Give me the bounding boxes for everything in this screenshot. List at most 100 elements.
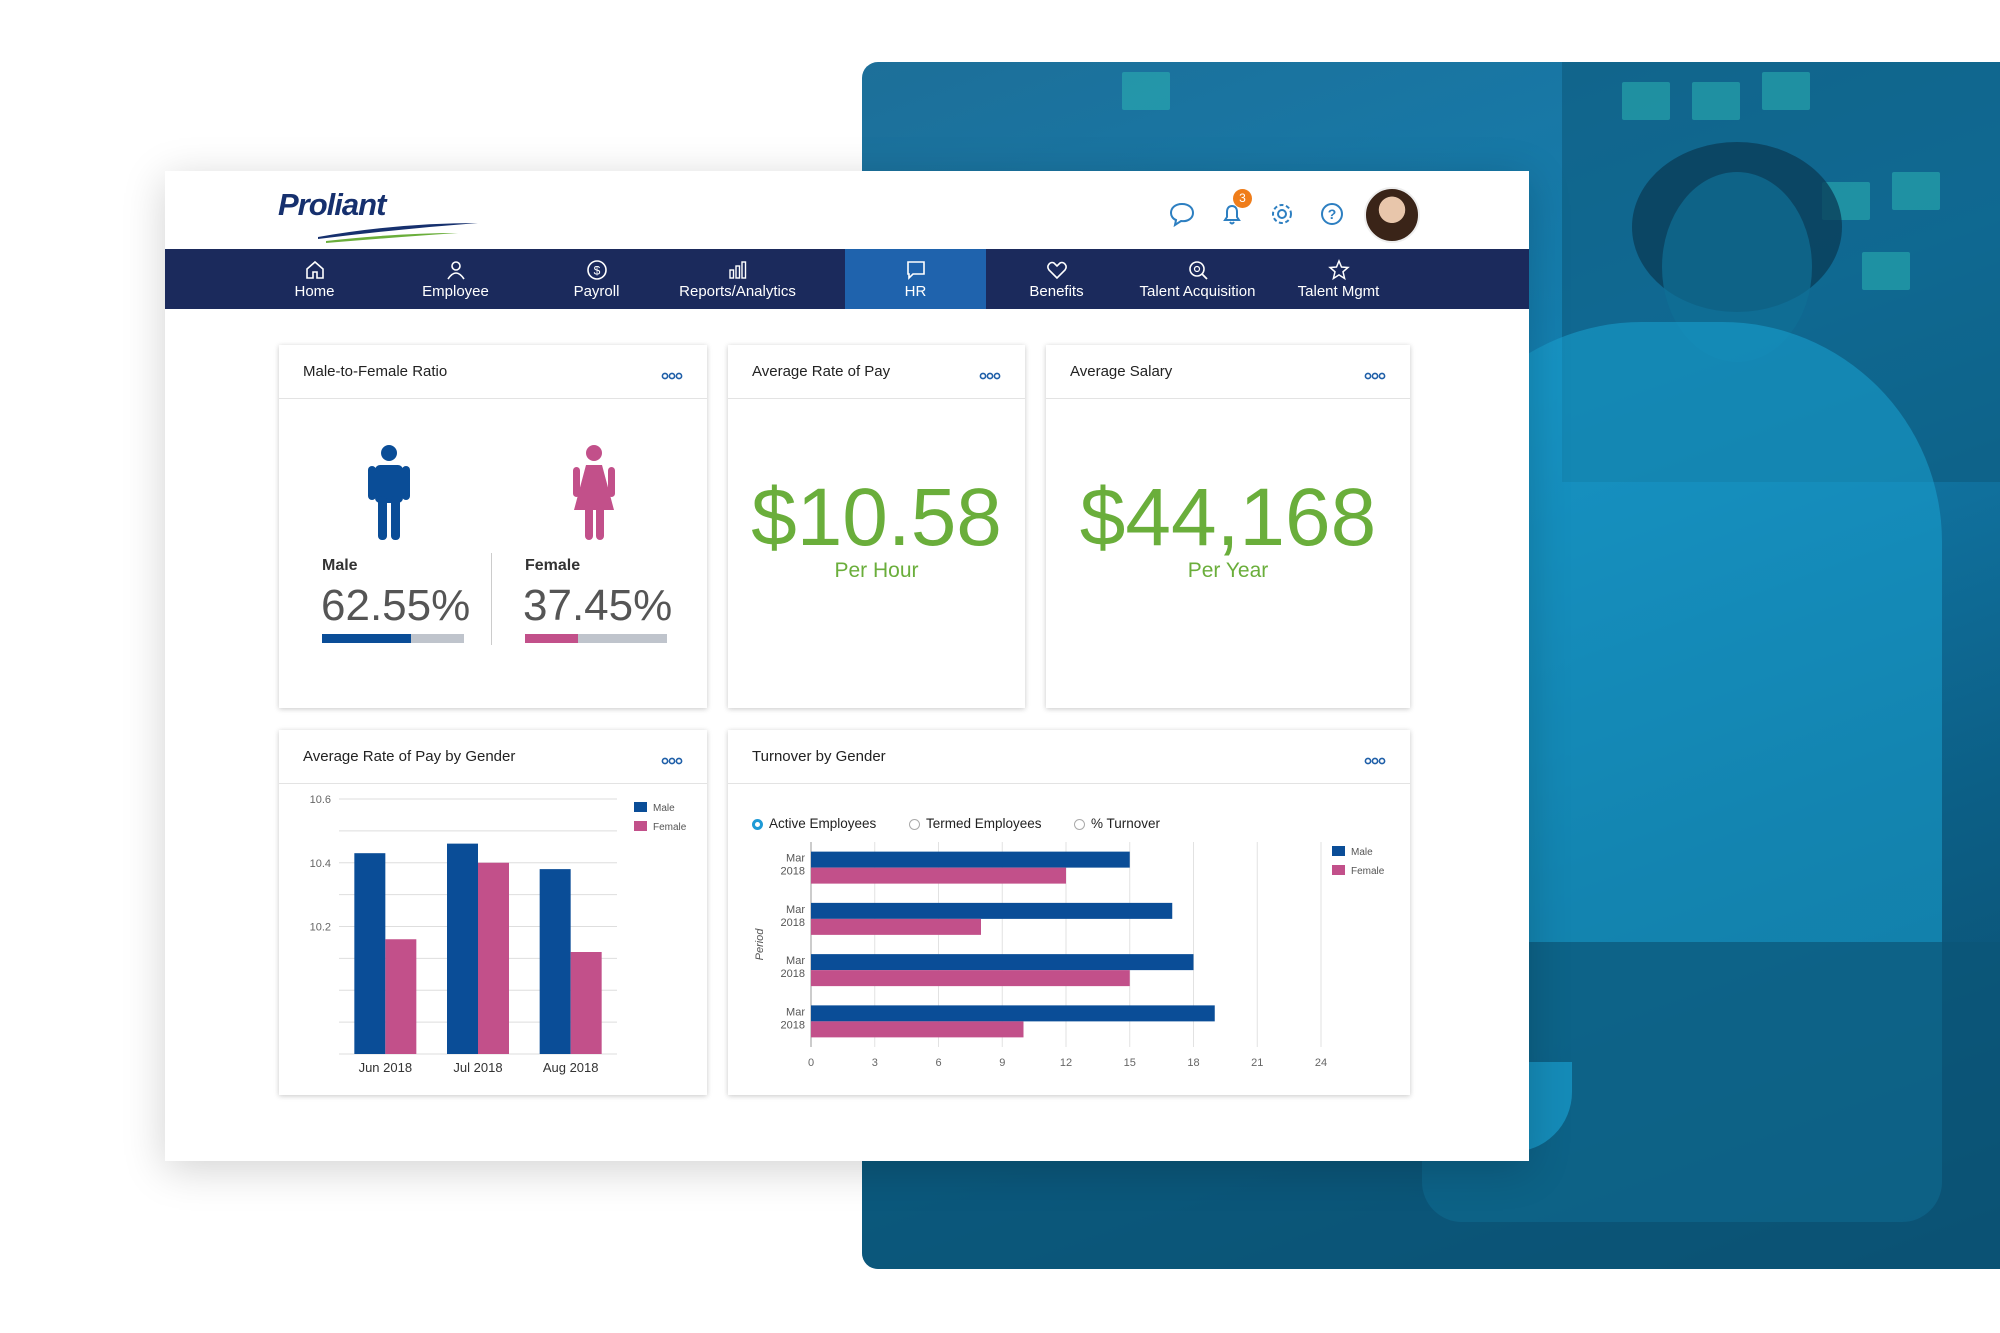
nav-label: Benefits: [1029, 283, 1084, 300]
nav-reports[interactable]: Reports/Analytics: [667, 249, 808, 309]
radio-termed-employees[interactable]: Termed Employees: [909, 816, 1042, 831]
top-bar: Proliant 3 ?: [165, 171, 1529, 249]
turnover-card: Turnover by Gender Active Employees Term…: [728, 730, 1410, 1095]
nav-label: Employee: [422, 283, 489, 300]
logo-text: Proliant: [278, 187, 386, 222]
x-tick-label: 6: [935, 1057, 941, 1069]
pay-by-gender-card: Average Rate of Pay by Gender 10.6 10.4 10…: [279, 730, 707, 1095]
bar-male: [447, 843, 478, 1054]
legend-label: Male: [653, 803, 675, 814]
x-tick-label: Jun 2018: [359, 1060, 413, 1075]
nav-talent-acquisition[interactable]: Talent Acquisition: [1127, 249, 1268, 309]
pay-by-gender-chart: 10.6 10.4 10.2 Jun 2018 Jul 2018 Aug 2018 Male…: [310, 794, 687, 1075]
female-label: Female: [525, 557, 581, 574]
more-options-icon[interactable]: [1364, 367, 1386, 380]
bar-female: [478, 862, 509, 1054]
nav-employee[interactable]: Employee: [385, 249, 526, 309]
legend-swatch: [1332, 846, 1345, 856]
nav-payroll[interactable]: $ Payroll: [526, 249, 667, 309]
y-tick-label: Mar 2018: [781, 1006, 806, 1031]
radio-label: Active Employees: [769, 816, 877, 831]
x-tick-label: 3: [872, 1057, 878, 1069]
male-progress-fill: [322, 634, 411, 643]
more-options-icon[interactable]: [979, 367, 1001, 380]
svg-text:$: $: [593, 264, 600, 278]
turnover-chart: 0 3 6 9 12 15 18 21 24 Mar 2018 Mar 2018 Mar 2018 Mar 20…: [754, 842, 1385, 1069]
x-tick-label: 21: [1251, 1057, 1263, 1069]
radio-dot: [752, 819, 763, 830]
heart-icon: [1046, 259, 1068, 281]
nav-label: Payroll: [573, 283, 620, 300]
proliant-logo[interactable]: Proliant: [278, 187, 478, 243]
y-tick-label: Mar 2018: [781, 904, 806, 929]
nav-label: Reports/Analytics: [679, 283, 796, 300]
female-progress-fill: [525, 634, 579, 643]
salary-card: Average Salary $44,168 Per Year: [1046, 345, 1410, 708]
more-options-icon[interactable]: [1364, 752, 1386, 765]
bar-male: [811, 851, 1130, 868]
main-nav: Home Employee $ Payroll Reports/Analytic…: [165, 249, 1529, 309]
legend-swatch: [634, 821, 647, 831]
card-title: Average Rate of Pay by Gender: [303, 748, 516, 765]
nav-home[interactable]: Home: [244, 249, 385, 309]
male-progress-track: [322, 634, 464, 643]
rate-of-pay-value: $10.58: [751, 472, 1002, 563]
nav-label: HR: [904, 283, 927, 300]
bar-female: [811, 970, 1130, 987]
legend-swatch: [634, 802, 647, 812]
chat-bubble-icon[interactable]: [1167, 199, 1197, 229]
card-title: Turnover by Gender: [752, 748, 886, 765]
app-window: Proliant 3 ? Home: [165, 171, 1529, 1161]
nav-hr[interactable]: HR: [845, 249, 986, 309]
sticky-note: [1762, 72, 1810, 110]
male-percentage: 62.55%: [321, 581, 471, 630]
svg-text:?: ?: [1328, 206, 1337, 222]
rate-of-pay-unit: Per Hour: [834, 559, 919, 582]
notification-badge: 3: [1233, 189, 1252, 208]
card-header: Turnover by Gender: [728, 730, 1410, 784]
female-figure-icon: [573, 445, 615, 540]
help-icon[interactable]: ?: [1317, 199, 1347, 229]
card-header: Average Rate of Pay by Gender: [279, 730, 707, 784]
x-tick-label: 18: [1187, 1057, 1199, 1069]
male-figure-icon: [368, 445, 410, 540]
radio-percent-turnover[interactable]: % Turnover: [1074, 816, 1160, 831]
card-header: Average Rate of Pay: [728, 345, 1025, 399]
nav-label: Talent Mgmt: [1297, 283, 1380, 300]
bell-icon[interactable]: 3: [1217, 189, 1252, 229]
bar-female: [811, 918, 981, 935]
x-tick-label: 15: [1124, 1057, 1136, 1069]
sticky-note: [1692, 82, 1740, 120]
nav-benefits[interactable]: Benefits: [986, 249, 1127, 309]
sticky-note: [1622, 82, 1670, 120]
x-tick-label: 12: [1060, 1057, 1072, 1069]
star-icon: [1327, 259, 1350, 281]
bar-female: [385, 939, 417, 1054]
bar-female: [811, 1021, 1024, 1038]
card-header: Average Salary: [1046, 345, 1410, 399]
sticky-note: [1862, 252, 1910, 290]
chat-icon: [905, 259, 927, 281]
radio-label: Termed Employees: [926, 816, 1042, 831]
radio-dot: [909, 819, 920, 830]
radio-active-employees[interactable]: Active Employees: [752, 816, 876, 831]
nav-label: Home: [294, 283, 335, 300]
female-progress-track: [525, 634, 667, 643]
bar-male: [811, 902, 1173, 919]
card-title: Average Rate of Pay: [752, 363, 891, 380]
female-percentage: 37.45%: [523, 581, 673, 630]
user-avatar[interactable]: [1364, 187, 1420, 243]
radio-dot: [1074, 819, 1085, 830]
more-options-icon[interactable]: [661, 367, 683, 380]
dollar-icon: $: [586, 259, 608, 281]
x-tick-label: 24: [1315, 1057, 1327, 1069]
x-tick-label: Jul 2018: [453, 1060, 502, 1075]
more-options-icon[interactable]: [661, 752, 683, 765]
male-label: Male: [322, 557, 358, 574]
gear-icon[interactable]: [1267, 199, 1297, 229]
nav-talent-mgmt[interactable]: Talent Mgmt: [1268, 249, 1409, 309]
bar-male: [539, 869, 571, 1054]
x-tick-label: Aug 2018: [543, 1060, 599, 1075]
legend-swatch: [1332, 865, 1345, 875]
x-tick-label: 9: [999, 1057, 1005, 1069]
